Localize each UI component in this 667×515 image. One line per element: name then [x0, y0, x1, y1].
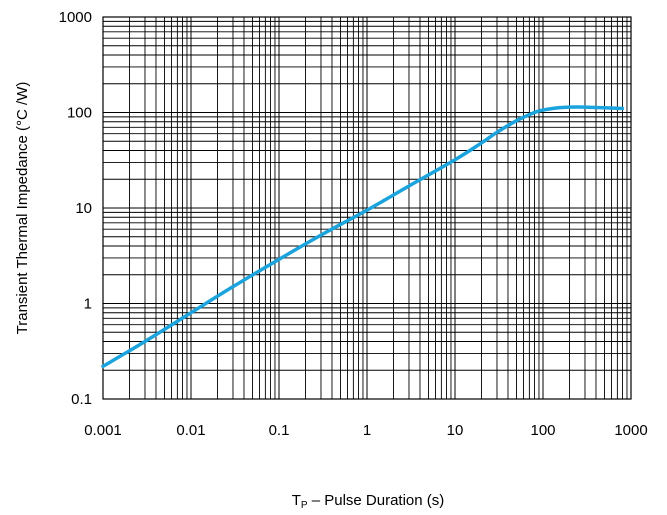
impedance-curve [101, 105, 625, 369]
y-tick-label: 0.1 [71, 391, 92, 408]
y-tick-label: 100 [67, 105, 92, 122]
x-tick-label: 10 [447, 422, 464, 439]
y-tick-labels: 0.1 1 10 100 1000 [59, 9, 92, 408]
x-axis-title-subscript: P [301, 500, 308, 511]
curve-layer [101, 105, 625, 369]
x-axis-title: TP – Pulse Duration (s) [292, 492, 445, 511]
x-tick-label: 1000 [614, 422, 647, 439]
x-tick-label: 100 [530, 422, 555, 439]
y-axis-title: Transient Thermal Impedance (°C /W) [14, 82, 31, 335]
x-tick-label: 1 [363, 422, 371, 439]
grid [102, 17, 631, 400]
x-axis-title-rest: – Pulse Duration (s) [308, 492, 445, 509]
x-tick-label: 0.01 [176, 422, 205, 439]
y-tick-label: 10 [75, 200, 92, 217]
x-axis-title-main: T [292, 492, 301, 509]
plot-frame [102, 16, 632, 400]
x-tick-label: 0.001 [84, 422, 122, 439]
x-tick-labels: 0.001 0.01 0.1 1 10 100 1000 [84, 422, 647, 439]
y-tick-label: 1000 [59, 9, 92, 26]
y-tick-label: 1 [84, 296, 92, 313]
x-tick-label: 0.1 [269, 422, 290, 439]
